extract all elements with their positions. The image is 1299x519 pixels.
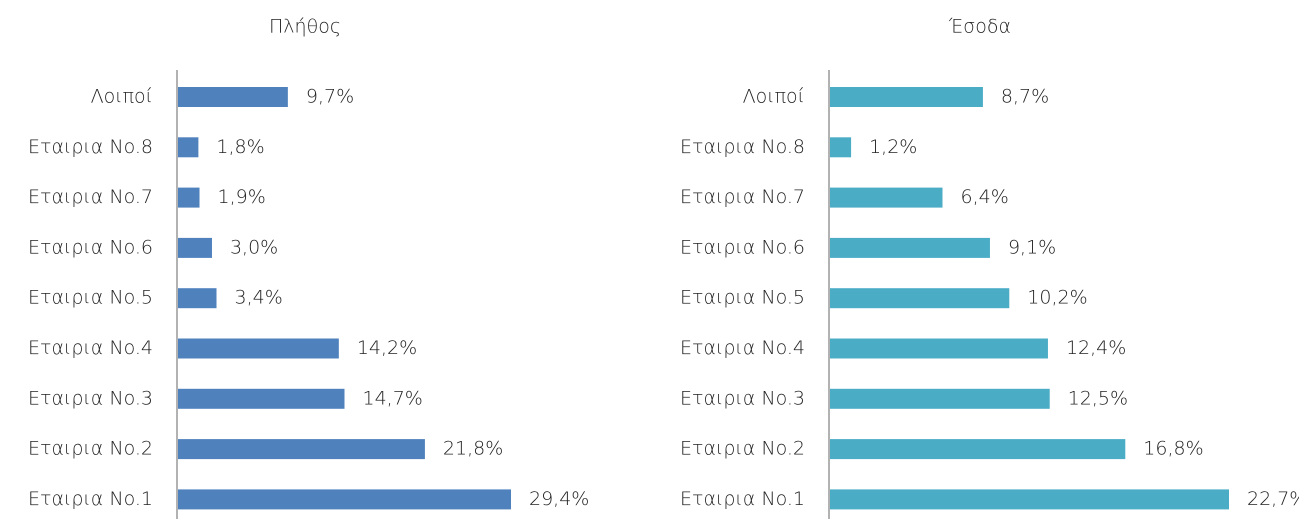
bar xyxy=(830,439,1126,460)
value-label: 1,2% xyxy=(869,136,917,158)
category-label: Εταιρια No.7 xyxy=(28,186,153,208)
category-label: Εταιρια No.3 xyxy=(680,387,805,409)
bar xyxy=(830,137,852,158)
bar xyxy=(178,187,200,208)
value-label: 21,8% xyxy=(443,438,503,460)
chart-title: Πλήθος xyxy=(269,16,341,38)
bar xyxy=(178,137,199,158)
value-label: 1,9% xyxy=(218,186,266,208)
category-label: Εταιρια No.1 xyxy=(680,488,805,510)
bar xyxy=(830,288,1010,309)
category-label: Λοιποί xyxy=(743,86,805,108)
bar xyxy=(178,489,511,510)
chart-title: Έσοδα xyxy=(948,16,1011,38)
bar xyxy=(830,187,943,208)
category-label: Εταιρια No.5 xyxy=(680,287,805,309)
bar xyxy=(830,489,1229,510)
bar xyxy=(178,237,212,258)
category-label: Εταιρια No.2 xyxy=(28,438,153,460)
bar xyxy=(178,338,339,359)
category-label: Εταιρια No.4 xyxy=(28,337,153,359)
value-label: 9,7% xyxy=(306,86,354,108)
category-label: Λοιποί xyxy=(91,86,153,108)
value-label: 14,7% xyxy=(363,387,423,409)
value-label: 8,7% xyxy=(1001,86,1049,108)
value-label: 9,1% xyxy=(1008,236,1056,258)
bar xyxy=(830,388,1050,409)
bar xyxy=(830,338,1048,359)
category-label: Εταιρια No.8 xyxy=(680,136,805,158)
value-label: 3,0% xyxy=(230,236,278,258)
value-label: 12,4% xyxy=(1066,337,1126,359)
bar xyxy=(178,439,425,460)
bar xyxy=(178,288,217,309)
value-label: 10,2% xyxy=(1027,287,1087,309)
category-label: Εταιρια No.8 xyxy=(28,136,153,158)
value-label: 6,4% xyxy=(960,186,1008,208)
value-label: 22,7% xyxy=(1247,488,1299,510)
bar xyxy=(830,237,990,258)
value-label: 1,8% xyxy=(216,136,264,158)
category-label: Εταιρια No.2 xyxy=(680,438,805,460)
value-label: 16,8% xyxy=(1143,438,1203,460)
value-label: 12,5% xyxy=(1068,387,1128,409)
value-label: 14,2% xyxy=(357,337,417,359)
category-label: Εταιρια No.3 xyxy=(28,387,153,409)
category-label: Εταιρια No.4 xyxy=(680,337,805,359)
category-label: Εταιρια No.5 xyxy=(28,287,153,309)
bar xyxy=(178,388,345,409)
category-label: Εταιρια No.6 xyxy=(28,236,153,258)
category-label: Εταιρια No.1 xyxy=(28,488,153,510)
value-label: 29,4% xyxy=(529,488,589,510)
value-label: 3,4% xyxy=(235,287,283,309)
bar xyxy=(178,87,288,107)
bar xyxy=(830,87,983,107)
category-label: Εταιρια No.6 xyxy=(680,236,805,258)
category-label: Εταιρια No.7 xyxy=(680,186,805,208)
